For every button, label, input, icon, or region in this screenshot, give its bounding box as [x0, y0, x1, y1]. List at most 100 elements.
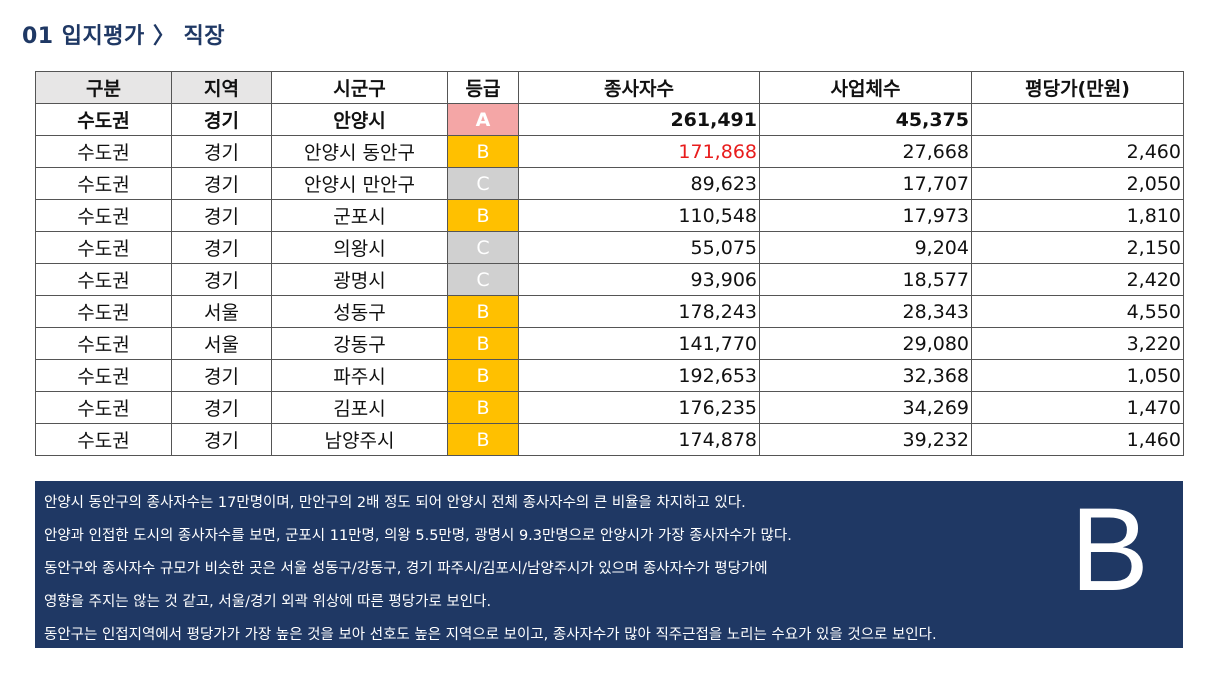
cell-city: 강동구 — [271, 327, 448, 360]
cell-price: 1,050 — [971, 359, 1184, 392]
cell-workers: 192,653 — [518, 359, 760, 392]
cell-businesses: 18,577 — [759, 263, 972, 296]
page-title: 01 입지평가 〉 직장 — [22, 24, 226, 49]
grade-badge: B — [447, 391, 519, 424]
column-header-workers: 종사자수 — [518, 71, 760, 104]
cell-category: 수도권 — [35, 167, 172, 200]
cell-businesses: 27,668 — [759, 135, 972, 168]
cell-region: 경기 — [171, 135, 272, 168]
summary-line: 동안구와 종사자수 규모가 비슷한 곳은 서울 성동구/강동구, 경기 파주시/… — [44, 561, 768, 577]
cell-workers: 178,243 — [518, 295, 760, 328]
grade-badge: B — [447, 359, 519, 392]
cell-workers-highlighted: 171,868 — [518, 135, 760, 168]
cell-region: 서울 — [171, 295, 272, 328]
cell-businesses: 17,973 — [759, 199, 972, 232]
cell-city: 파주시 — [271, 359, 448, 392]
cell-category: 수도권 — [35, 391, 172, 424]
cell-city: 의왕시 — [271, 231, 448, 264]
cell-category: 수도권 — [35, 263, 172, 296]
cell-category: 수도권 — [35, 423, 172, 456]
cell-price: 4,550 — [971, 295, 1184, 328]
cell-businesses: 39,232 — [759, 423, 972, 456]
table-row: 수도권 경기 군포시 B 110,548 17,973 1,810 — [35, 199, 1184, 232]
cell-city: 김포시 — [271, 391, 448, 424]
cell-city: 안양시 동안구 — [271, 135, 448, 168]
cell-price: 2,460 — [971, 135, 1184, 168]
table-row: 수도권 서울 성동구 B 178,243 28,343 4,550 — [35, 295, 1184, 328]
cell-businesses: 28,343 — [759, 295, 972, 328]
grade-badge: B — [447, 327, 519, 360]
table-row: 수도권 경기 안양시 만안구 C 89,623 17,707 2,050 — [35, 167, 1184, 200]
cell-category: 수도권 — [35, 199, 172, 232]
grade-badge: A — [447, 103, 519, 136]
cell-price: 2,150 — [971, 231, 1184, 264]
table-row: 수도권 경기 파주시 B 192,653 32,368 1,050 — [35, 359, 1184, 392]
cell-region: 경기 — [171, 359, 272, 392]
cell-businesses: 17,707 — [759, 167, 972, 200]
cell-workers: 174,878 — [518, 423, 760, 456]
grade-badge: C — [447, 167, 519, 200]
cell-region: 경기 — [171, 167, 272, 200]
cell-region: 경기 — [171, 263, 272, 296]
column-header-grade: 등급 — [447, 71, 519, 104]
summary-line: 영향을 주지는 않는 것 같고, 서울/경기 외곽 위상에 따른 평당가로 보인… — [44, 594, 492, 610]
cell-price: 1,810 — [971, 199, 1184, 232]
cell-workers: 141,770 — [518, 327, 760, 360]
cell-workers: 55,075 — [518, 231, 760, 264]
grade-badge: C — [447, 231, 519, 264]
cell-price — [971, 103, 1184, 136]
cell-category: 수도권 — [35, 359, 172, 392]
summary-line: 안양과 인접한 도시의 종사자수를 보면, 군포시 11만명, 의왕 5.5만명… — [44, 528, 792, 544]
column-header-price: 평당가(만원) — [971, 71, 1184, 104]
workplace-table: 구분 지역 시군구 등급 종사자수 사업체수 평당가(만원) 수도권 경기 안양… — [35, 71, 1184, 456]
cell-workers: 89,623 — [518, 167, 760, 200]
cell-city: 광명시 — [271, 263, 448, 296]
cell-category: 수도권 — [35, 103, 172, 136]
cell-region: 경기 — [171, 231, 272, 264]
grade-badge: B — [447, 423, 519, 456]
cell-workers: 176,235 — [518, 391, 760, 424]
column-header-region: 지역 — [171, 71, 272, 104]
table-row: 수도권 경기 남양주시 B 174,878 39,232 1,460 — [35, 423, 1184, 456]
overall-grade: B — [1070, 484, 1149, 616]
summary-line: 동안구는 인접지역에서 평당가가 가장 높은 것을 보아 선호도 높은 지역으로… — [44, 627, 937, 643]
cell-businesses: 9,204 — [759, 231, 972, 264]
cell-price: 3,220 — [971, 327, 1184, 360]
column-header-category: 구분 — [35, 71, 172, 104]
cell-city: 안양시 — [271, 103, 448, 136]
cell-businesses: 45,375 — [759, 103, 972, 136]
table-row: 수도권 경기 김포시 B 176,235 34,269 1,470 — [35, 391, 1184, 424]
cell-city: 남양주시 — [271, 423, 448, 456]
cell-workers: 110,548 — [518, 199, 760, 232]
table-row: 수도권 서울 강동구 B 141,770 29,080 3,220 — [35, 327, 1184, 360]
cell-price: 2,420 — [971, 263, 1184, 296]
cell-city: 군포시 — [271, 199, 448, 232]
cell-price: 1,460 — [971, 423, 1184, 456]
cell-businesses: 29,080 — [759, 327, 972, 360]
grade-badge: C — [447, 263, 519, 296]
cell-workers: 261,491 — [518, 103, 760, 136]
column-header-businesses: 사업체수 — [759, 71, 972, 104]
cell-region: 경기 — [171, 391, 272, 424]
grade-badge: B — [447, 295, 519, 328]
cell-businesses: 34,269 — [759, 391, 972, 424]
cell-category: 수도권 — [35, 295, 172, 328]
cell-category: 수도권 — [35, 135, 172, 168]
cell-region: 서울 — [171, 327, 272, 360]
cell-price: 1,470 — [971, 391, 1184, 424]
cell-workers: 93,906 — [518, 263, 760, 296]
table-row: 수도권 경기 의왕시 C 55,075 9,204 2,150 — [35, 231, 1184, 264]
table-header-row: 구분 지역 시군구 등급 종사자수 사업체수 평당가(만원) — [35, 71, 1184, 104]
summary-line: 안양시 동안구의 종사자수는 17만명이며, 만안구의 2배 정도 되어 안양시… — [44, 495, 746, 511]
table-row: 수도권 경기 안양시 A 261,491 45,375 — [35, 103, 1184, 136]
cell-price: 2,050 — [971, 167, 1184, 200]
cell-region: 경기 — [171, 199, 272, 232]
table-row: 수도권 경기 안양시 동안구 B 171,868 27,668 2,460 — [35, 135, 1184, 168]
grade-badge: B — [447, 199, 519, 232]
cell-region: 경기 — [171, 103, 272, 136]
grade-badge: B — [447, 135, 519, 168]
cell-category: 수도권 — [35, 327, 172, 360]
cell-region: 경기 — [171, 423, 272, 456]
table-row: 수도권 경기 광명시 C 93,906 18,577 2,420 — [35, 263, 1184, 296]
summary-note-box: 안양시 동안구의 종사자수는 17만명이며, 만안구의 2배 정도 되어 안양시… — [35, 481, 1183, 648]
